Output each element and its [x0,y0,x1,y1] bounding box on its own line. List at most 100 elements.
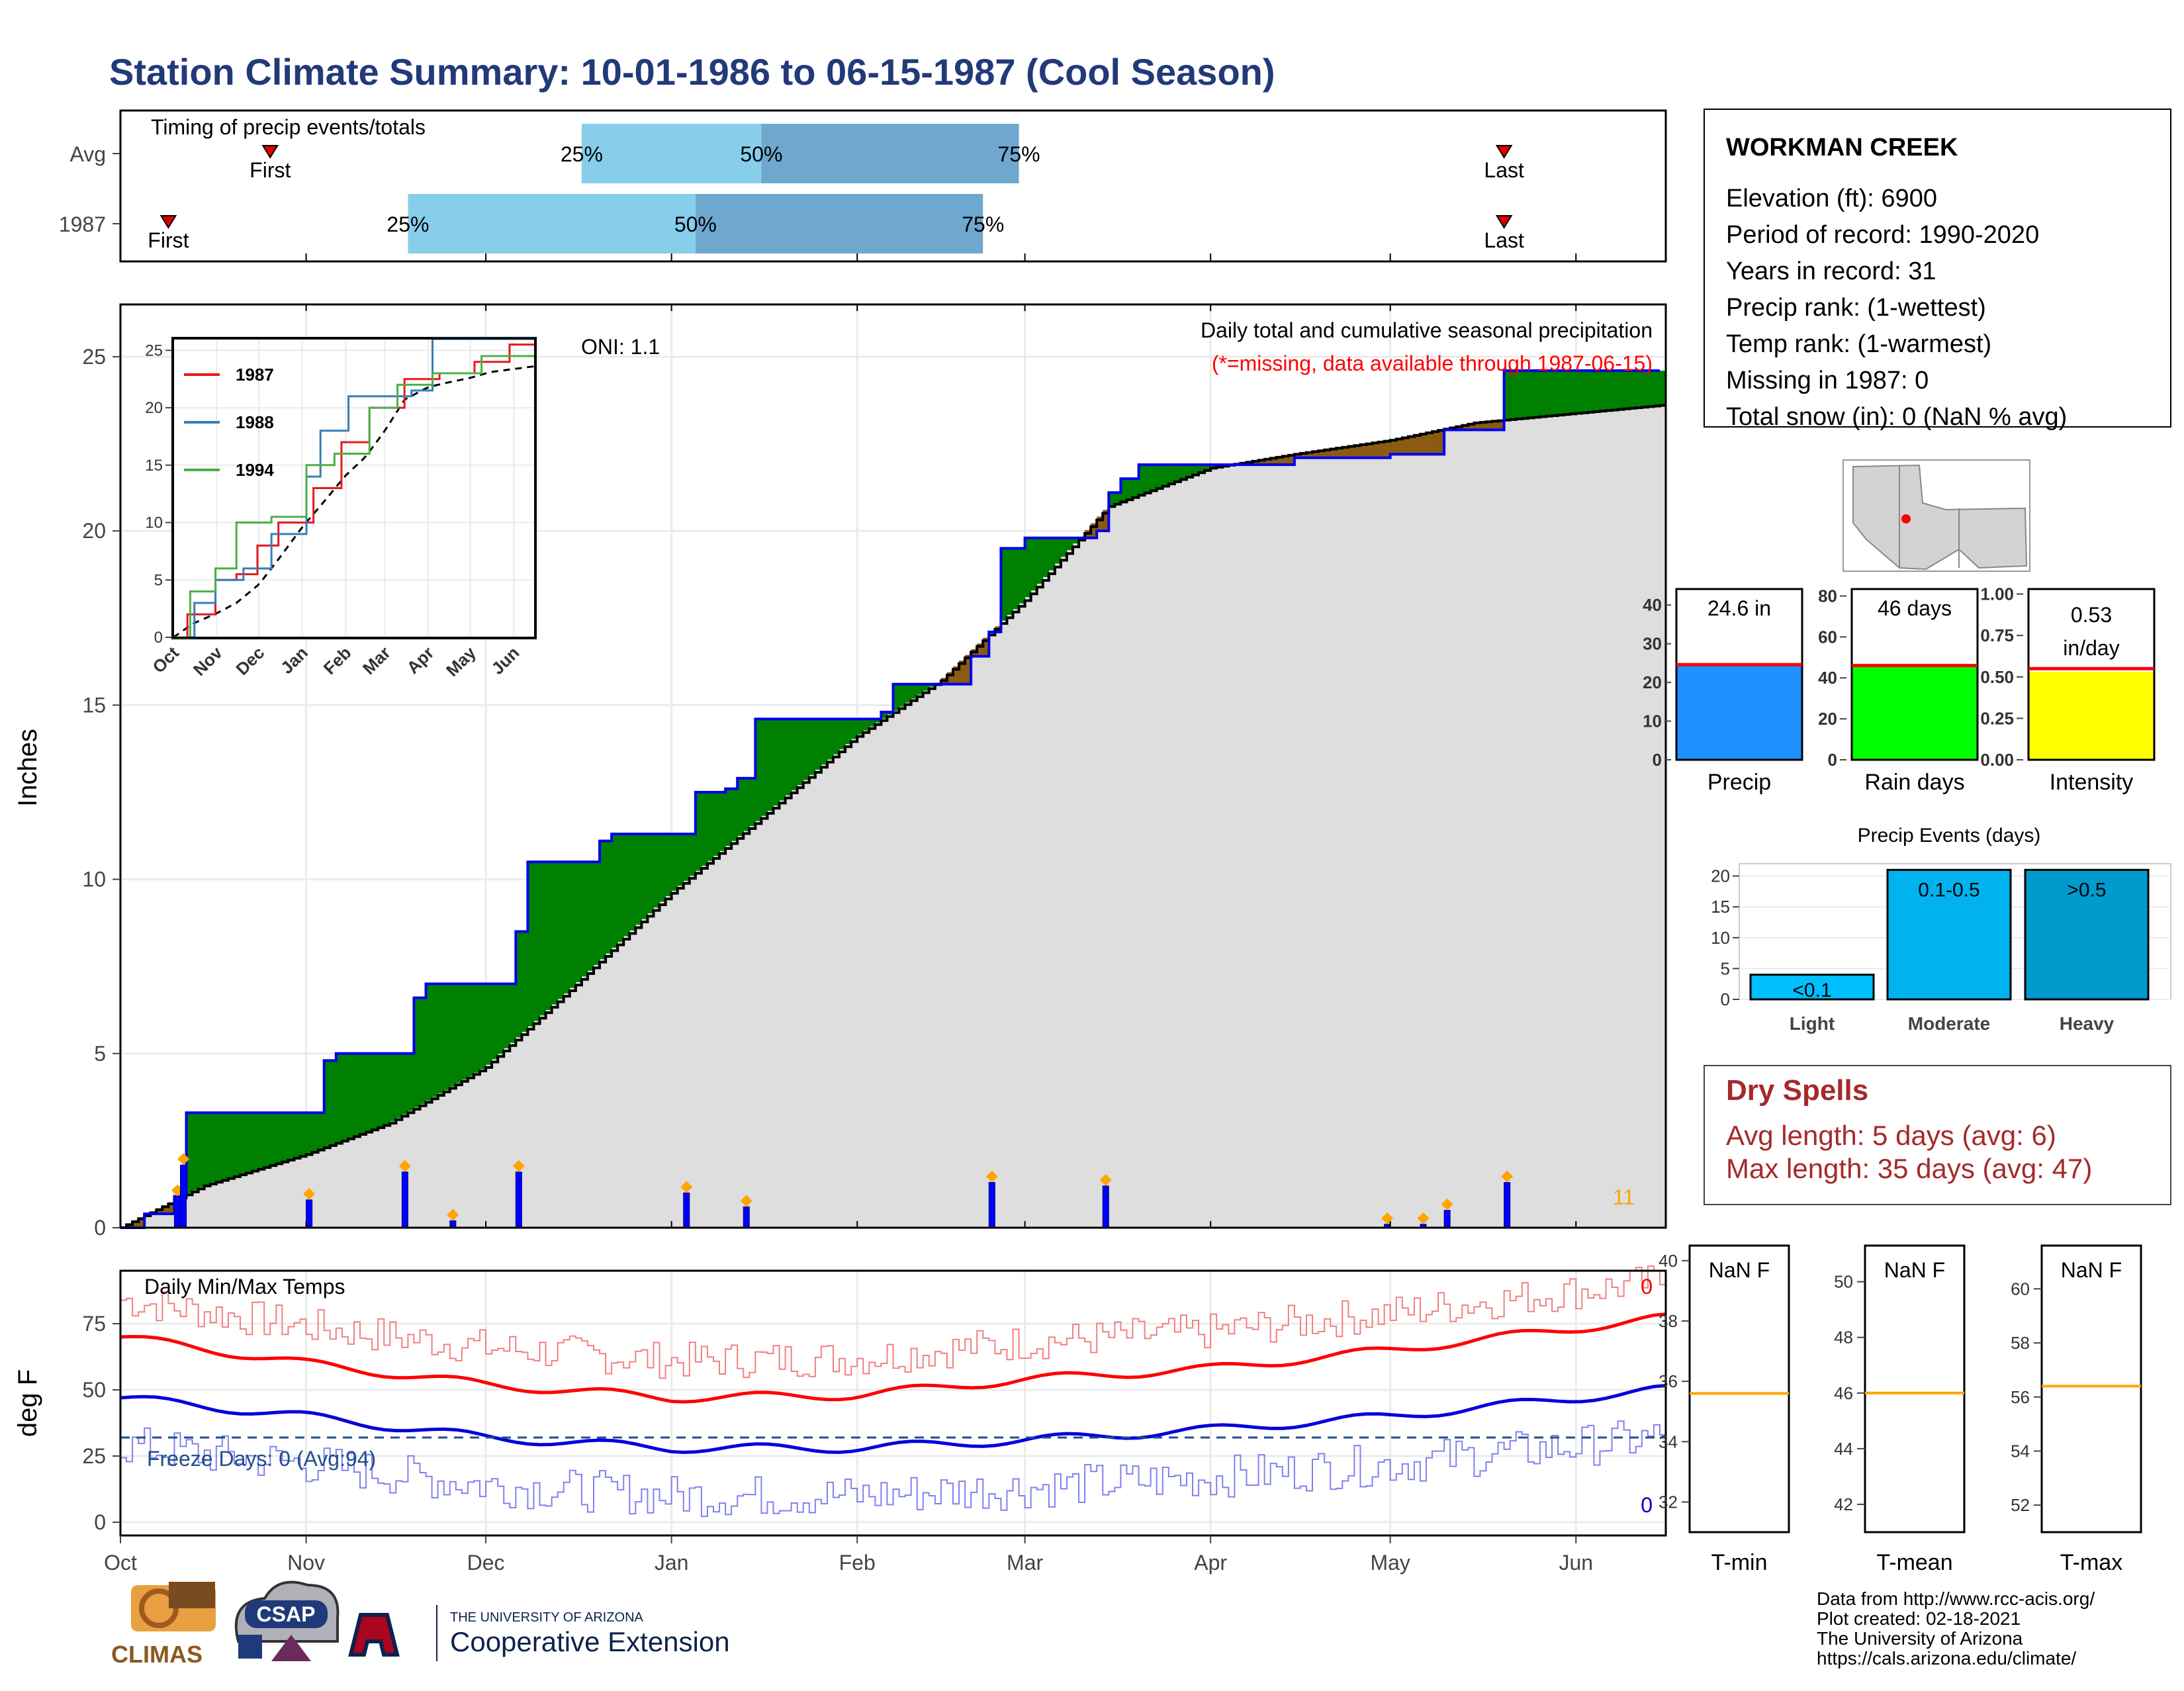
above-average-fill [1612,371,1619,410]
above-average-fill [827,719,834,759]
above-average-fill [821,719,828,764]
events-category: Heavy [2060,1013,2115,1034]
above-average-fill [462,984,469,1080]
ua-big-text: Cooperative Extension [450,1626,730,1657]
above-average-fill [444,984,451,1091]
above-average-fill [1145,465,1152,492]
inset-ytick: 5 [154,571,163,589]
above-average-fill [1606,371,1612,410]
inset-ytick: 10 [145,514,163,532]
above-average-fill [1049,538,1056,571]
inset-legend-label: 1987 [236,365,274,385]
above-average-fill [666,834,672,896]
temp-box-ytick: 52 [2011,1495,2030,1515]
below-average-fill [1432,431,1439,454]
inset-ytick: 15 [145,457,163,475]
summary-bar-fill [2028,672,2154,760]
above-average-fill [420,998,427,1105]
summary-bar-label: Precip [1707,770,1771,795]
above-average-fill [558,862,565,999]
inset-legend-label: 1988 [236,412,274,432]
summary-bar-ytick: 0.25 [1980,708,2014,728]
above-average-fill [725,789,732,846]
above-average-fill [1522,371,1529,418]
above-average-fill [713,792,720,856]
above-average-fill [264,1113,271,1166]
temp-box-ytick: 48 [1834,1328,1853,1348]
footer-line: The University of Arizona [1817,1628,2023,1649]
above-average-fill [1157,465,1163,487]
above-average-fill [456,984,463,1083]
precip-event-count: 11 [1613,1185,1635,1209]
above-average-fill [384,1054,390,1124]
above-average-fill [780,719,786,800]
summary-bar-value: 24.6 in [1707,596,1771,620]
above-average-fill [240,1113,247,1173]
temp-box-ytick: 34 [1659,1432,1678,1451]
temp-box-ytick: 38 [1659,1311,1678,1331]
timing-pct-label: 75% [962,212,1004,236]
inset-legend-label: 1994 [236,460,274,480]
dry-spells-title: Dry Spells [1726,1074,1868,1107]
above-average-fill [1600,371,1606,411]
temp-box-label: T-mean [1876,1550,1952,1575]
dry-spells-box: Dry Spells Avg length: 5 days (avg: 6) M… [1704,1066,2171,1205]
temp-box-ytick: 46 [1834,1383,1853,1403]
precip-ytick: 20 [82,519,106,543]
above-average-fill [1169,465,1175,482]
temp-box-ytick: 56 [2011,1387,2030,1407]
above-average-fill [612,834,618,948]
summary-bar-ytick: 1.00 [1980,584,2014,604]
above-average-fill [588,862,594,970]
above-average-fill [510,984,516,1043]
daily-precip-bar [684,1193,690,1228]
above-average-fill [1648,371,1655,406]
above-average-fill [702,792,708,866]
above-average-fill [348,1054,355,1138]
above-average-fill [205,1113,211,1185]
summary-bar-unit: in/day [2063,636,2119,660]
above-average-fill [899,684,906,707]
station-info-line: Total snow (in): 0 (NaN % avg) [1726,403,2067,431]
timing-pct-label: 25% [561,142,603,166]
above-average-fill [1576,371,1582,413]
summary-bar-ytick: 0.75 [1980,625,2014,645]
above-average-fill [1043,538,1050,577]
daily-precip-bar [306,1200,312,1228]
precip-note-missing: (*=missing, data available through 1987-… [1212,351,1653,375]
daily-precip-bar [181,1165,187,1228]
above-average-fill [216,1113,223,1181]
month-tick-label: Apr [1194,1551,1227,1575]
above-average-fill [792,719,798,790]
above-average-fill [330,1060,337,1144]
above-average-fill [1516,371,1523,419]
summary-bar-value: 46 days [1878,596,1952,620]
timing-bar-50-75 [761,124,1019,183]
above-average-fill [234,1113,241,1175]
oni-label: ONI: 1.1 [581,335,660,359]
above-average-fill [684,834,690,881]
station-info-line: Precip rank: (1-wettest) [1726,294,1986,322]
above-average-fill [767,719,774,811]
timing-label: Timing of precip events/totals [151,115,426,139]
above-average-fill [647,834,654,913]
above-average-fill [786,719,792,795]
above-average-fill [1582,371,1588,412]
summary-bar-ytick: 30 [1643,634,1662,654]
above-average-fill [312,1113,319,1151]
above-average-fill [522,932,528,1032]
events-ytick: 15 [1711,897,1730,917]
month-tick-label: Mar [1007,1551,1043,1575]
above-average-fill [199,1113,205,1187]
temp-count-bottom: 0 [1641,1493,1653,1517]
above-average-fill [492,984,498,1060]
inset-ytick: 20 [145,399,163,417]
above-average-fill [1510,371,1517,419]
above-average-fill [1019,548,1026,603]
above-average-fill [1570,371,1576,414]
above-average-fill [606,841,612,954]
daily-precip-bar [516,1172,522,1228]
